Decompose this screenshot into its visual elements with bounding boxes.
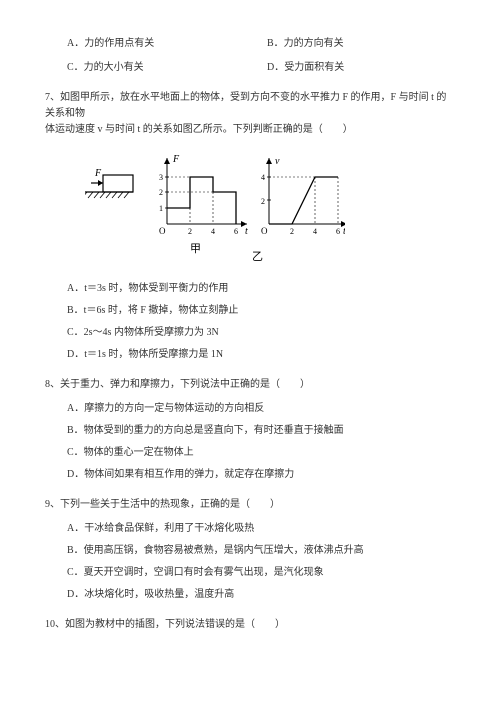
option-c: C．力的大小有关 (67, 60, 267, 76)
graph1-ytick-1: 1 (159, 204, 163, 213)
graph2-origin: O (261, 226, 268, 236)
graph2-xtick-4: 4 (313, 227, 317, 236)
q7-option-a: A．t＝3s 时，物体受到平衡力的作用 (67, 281, 455, 297)
block-diagram: F (85, 168, 133, 198)
q8-option-b: B．物体受到的重力的方向总是竖直向下，有时还垂直于接触面 (67, 423, 455, 439)
q8-option-d: D．物体间如果有相互作用的弹力，就定存在摩擦力 (67, 467, 455, 483)
q7-stem-line1: 7、如图甲所示，放在水平地面上的物体，受到方向不变的水平推力 F 的作用，F 与… (45, 90, 455, 122)
q7-figure-svg: F F t O 1 2 3 2 4 6 (85, 152, 345, 267)
option-b: B．力的方向有关 (267, 36, 455, 52)
q7-stem: 7、如图甲所示，放在水平地面上的物体，受到方向不变的水平推力 F 的作用，F 与… (45, 90, 455, 138)
q8-stem: 8、关于重力、弹力和摩擦力，下列说法中正确的是（ ） (45, 377, 455, 393)
q7-option-b: B．t＝6s 时，将 F 撤掉，物体立刻静止 (67, 303, 455, 319)
graph1-ytick-3: 3 (159, 173, 163, 182)
q9-stem: 9、下列一些关于生活中的热现象，正确的是（ ） (45, 497, 455, 513)
graph2-xlabel: t (343, 226, 345, 237)
graph1-xtick-2: 2 (188, 227, 192, 236)
q7-option-c: C．2s～4s 内物体所受摩擦力为 3N (67, 325, 455, 341)
q9-option-b: B．使用高压锅，食物容易被煮熟，是锅内气压增大，液体沸点升高 (67, 543, 455, 559)
q8-option-c: C．物体的重心一定在物体上 (67, 445, 455, 461)
force-label: F (94, 168, 102, 179)
option-d: D．受力面积有关 (267, 60, 455, 76)
caption-jia: 甲 (190, 243, 201, 255)
q7-stem-line2: 体运动速度 v 与时间 t 的关系如图乙所示。下列判断正确的是（ ） (45, 122, 455, 138)
option-a: A．力的作用点有关 (67, 36, 267, 52)
prev-question-options-row1: A．力的作用点有关 B．力的方向有关 (67, 36, 455, 52)
graph1-ytick-2: 2 (159, 188, 163, 197)
graph-v-t: v t O 2 4 2 4 6 (261, 156, 345, 237)
graph2-xtick-6: 6 (336, 227, 340, 236)
graph2-ytick-2: 2 (261, 197, 265, 206)
graph1-xtick-4: 4 (211, 227, 215, 236)
q10-stem: 10、如图为教材中的插图，下列说法错误的是（ ） (45, 617, 455, 633)
graph-f-t: F t O 1 2 3 2 4 6 (159, 154, 248, 237)
caption-yi: 乙 (252, 250, 263, 263)
graph2-ytick-4: 4 (261, 173, 265, 182)
graph1-xtick-6: 6 (234, 227, 238, 236)
q9-option-a: A．干冰给食品保鲜，利用了干冰熔化吸热 (67, 521, 455, 537)
q7-figure: F F t O 1 2 3 2 4 6 (85, 152, 345, 267)
graph1-xlabel: t (245, 226, 248, 237)
graph1-origin: O (159, 226, 166, 236)
graph2-xtick-2: 2 (290, 227, 294, 236)
q8-option-a: A．摩擦力的方向一定与物体运动的方向相反 (67, 401, 455, 417)
prev-question-options-row2: C．力的大小有关 D．受力面积有关 (67, 60, 455, 76)
graph1-ylabel: F (172, 154, 180, 165)
q9-option-d: D．冰块熔化时，吸收热量，温度升高 (67, 587, 455, 603)
q9-option-c: C．夏天开空调时，空调口有时会有雾气出现，是汽化现象 (67, 565, 455, 581)
graph2-ylabel: v (275, 156, 280, 167)
q7-option-d: D．t＝1s 时，物体所受摩擦力是 1N (67, 347, 455, 363)
